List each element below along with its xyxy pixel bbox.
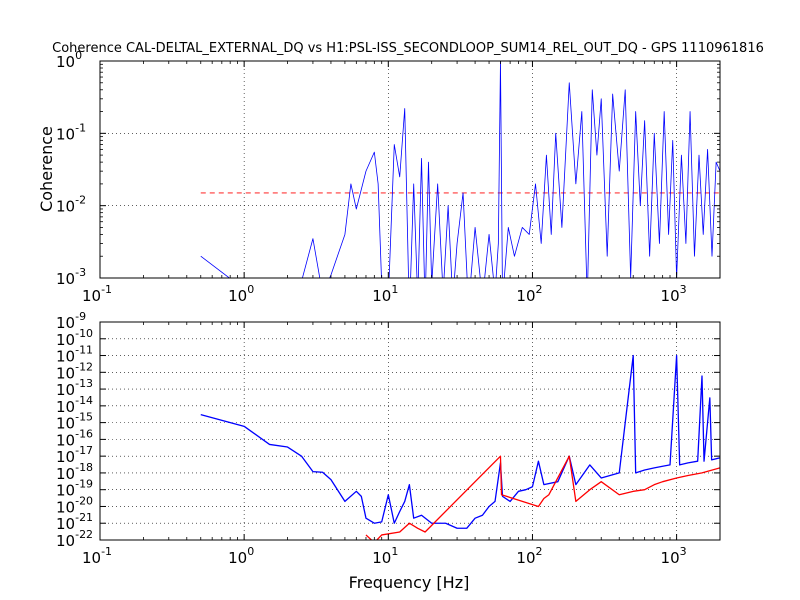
spectrum-x-tick-label: 102: [516, 545, 542, 567]
coherence-series-0-line: [200, 61, 720, 278]
spectrum-y-tick-label: 10-17: [56, 444, 93, 466]
spectrum-y-tick-label: 10-21: [56, 511, 93, 533]
spectrum-y-tick-label: 10-11: [56, 344, 93, 366]
coherence-x-tick-label: 103: [661, 283, 687, 305]
spectrum-y-tick-label: 10-15: [56, 411, 93, 433]
coherence-y-tick-label: 100: [56, 49, 82, 71]
spectrum-y-tick-label: 10-12: [56, 360, 93, 382]
spectrum-y-tick-label: 10-10: [56, 327, 93, 349]
coherence-y-tick-label: 10-3: [56, 266, 86, 288]
coherence-axes-frame: [99, 60, 721, 279]
coherence-y-label: Coherence: [37, 126, 56, 212]
coherence-x-tick-label: 102: [516, 283, 542, 305]
spectrum-x-tick-label: 100: [228, 545, 254, 567]
spectrum-y-tick-label: 10-16: [56, 427, 93, 449]
spectrum-y-tick-label: 10-18: [56, 461, 93, 483]
coherence-x-tick-label: 10-1: [82, 283, 112, 305]
coherence-x-tick-label: 100: [228, 283, 254, 305]
coherence-title: Coherence CAL-DELTAL_EXTERNAL_DQ vs H1:P…: [52, 41, 764, 56]
spectrum-x-tick-label: 10-1: [82, 545, 112, 567]
frequency-x-label: Frequency [Hz]: [349, 573, 470, 592]
spectrum-y-tick-label: 10-9: [56, 310, 86, 332]
spectrum-x-tick-label: 101: [372, 545, 398, 567]
spectrum-axes-frame: [99, 321, 721, 541]
coherence-y-tick-label: 10-1: [56, 121, 86, 143]
spectrum-y-tick-label: 10-14: [56, 394, 93, 416]
spectrum-series-1-line: [365, 455, 720, 540]
coherence-y-tick-label: 10-2: [56, 194, 86, 216]
coherence-x-tick-label: 101: [372, 283, 398, 305]
spectrum-x-tick-label: 103: [661, 545, 687, 567]
spectrum-series-0-line: [200, 354, 720, 529]
spectrum-y-tick-label: 10-22: [56, 528, 93, 550]
coherence-panel: 10-1 100 101 102 103 10-3 10-2 10-1 100: [56, 49, 721, 305]
spectrum-panel: 10-1 100 101 102 10310-2210-2110-2010-1910-1…: [56, 310, 721, 567]
spectrum-y-tick-label: 10-20: [56, 494, 93, 516]
spectrum-y-tick-label: 10-19: [56, 478, 93, 500]
spectrum-y-tick-label: 10-13: [56, 377, 93, 399]
